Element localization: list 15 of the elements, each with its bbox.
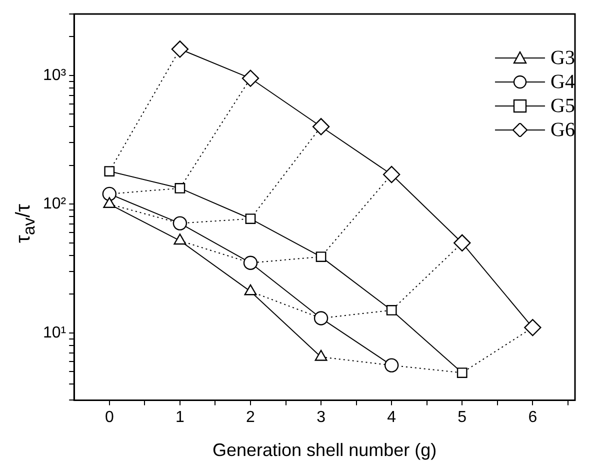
x-tick-label: 6 <box>528 409 538 426</box>
legend-label: G6 <box>550 118 575 142</box>
x-axis-title: Generation shell number (g) <box>212 440 437 460</box>
y-tick-label: 10¹ <box>43 324 66 342</box>
x-tick-label: 0 <box>104 409 114 426</box>
y-tick-label: 10³ <box>43 66 67 84</box>
x-tick-label: 5 <box>458 409 467 426</box>
x-tick-label: 4 <box>387 409 396 426</box>
legend-label: G5 <box>550 94 575 118</box>
x-tick-label: 2 <box>246 409 256 426</box>
legend-label: G4 <box>550 70 575 94</box>
x-tick-label: 1 <box>175 409 184 426</box>
legend-label: G3 <box>550 46 575 70</box>
y-tick-label: 10² <box>43 196 67 213</box>
x-tick-label: 3 <box>316 409 326 426</box>
